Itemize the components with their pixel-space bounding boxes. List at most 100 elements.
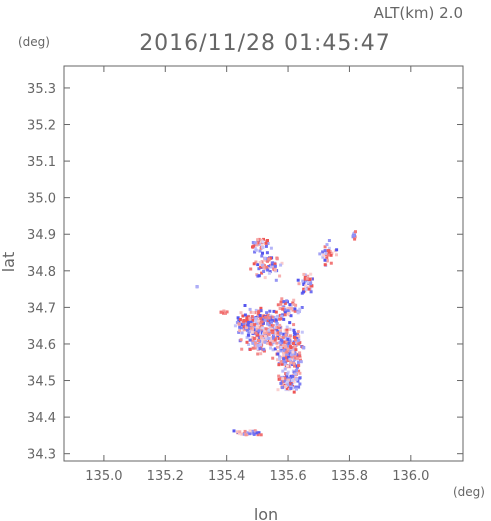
data-cell <box>245 328 249 332</box>
data-cell <box>285 299 289 303</box>
data-cell <box>286 306 290 310</box>
data-cell <box>239 311 243 315</box>
data-cell <box>289 345 292 349</box>
data-cell <box>285 375 289 379</box>
data-cell <box>279 349 283 353</box>
data-cell <box>275 345 279 349</box>
data-cell <box>261 318 265 322</box>
data-cell <box>266 268 270 272</box>
data-cell <box>283 340 286 344</box>
data-cell <box>288 338 291 342</box>
data-cell <box>240 331 244 335</box>
data-cell <box>258 314 262 317</box>
data-cell <box>290 307 293 311</box>
data-cell <box>281 380 285 384</box>
data-cell <box>271 356 275 360</box>
data-cell <box>279 329 283 333</box>
data-cell <box>219 310 223 314</box>
data-cell <box>267 316 271 320</box>
data-cell <box>256 352 260 356</box>
data-cell <box>303 276 307 279</box>
data-cell <box>276 352 280 356</box>
data-cell <box>242 324 246 328</box>
data-cell <box>280 339 284 343</box>
data-cell <box>323 263 327 267</box>
data-cell <box>288 382 292 386</box>
data-cell <box>293 364 296 368</box>
data-cell <box>284 385 288 388</box>
data-cell <box>283 362 287 366</box>
data-cell <box>259 263 263 266</box>
data-cell <box>265 316 269 320</box>
data-cell <box>283 301 287 305</box>
data-cell <box>288 303 292 307</box>
data-cell <box>307 285 311 289</box>
data-cell <box>276 337 280 341</box>
x-unit-label: (deg) <box>453 485 485 499</box>
data-cell <box>275 257 279 261</box>
y-tick-label: 35.1 <box>27 155 56 170</box>
data-cell <box>244 433 248 437</box>
data-cell <box>289 347 293 351</box>
data-cell <box>257 431 261 435</box>
data-cell <box>290 357 294 361</box>
data-cell <box>252 337 256 340</box>
data-cell <box>255 324 259 328</box>
data-cell <box>310 284 314 288</box>
data-cell <box>251 318 255 322</box>
data-cell <box>282 360 286 364</box>
data-cell <box>262 265 266 269</box>
data-cell <box>239 338 243 342</box>
data-cell <box>285 356 288 360</box>
data-cell <box>256 343 260 347</box>
data-cell <box>298 356 302 359</box>
data-cell <box>265 311 269 315</box>
data-cell <box>309 290 313 294</box>
data-cell <box>260 254 264 258</box>
data-cell <box>258 321 262 325</box>
data-cell <box>271 339 275 343</box>
data-cell <box>248 348 252 351</box>
data-cell <box>256 314 260 318</box>
data-cell <box>327 239 331 242</box>
data-cell <box>264 327 268 331</box>
x-tick-label: 136.0 <box>392 469 429 484</box>
data-cell <box>267 265 271 268</box>
data-cell <box>276 358 280 362</box>
data-cell <box>266 322 270 326</box>
x-tick-label: 135.0 <box>85 469 122 484</box>
data-cell <box>243 429 247 433</box>
x-axis-label: lon <box>254 505 278 521</box>
data-cell <box>294 372 298 376</box>
x-tick-label: 135.8 <box>331 469 368 484</box>
data-cell <box>260 320 264 324</box>
data-cell <box>278 307 282 310</box>
data-cell <box>285 364 289 368</box>
data-cell <box>275 322 279 326</box>
data-cell <box>288 321 292 325</box>
data-cell <box>256 326 259 330</box>
data-cell <box>266 242 270 245</box>
data-cell <box>276 303 280 307</box>
data-cell <box>267 332 271 336</box>
data-cell <box>259 433 263 437</box>
data-cell <box>272 335 275 339</box>
y-tick-label: 35.0 <box>27 192 56 207</box>
data-cell <box>298 382 302 386</box>
data-cell <box>292 302 296 306</box>
data-cell <box>287 328 291 331</box>
data-cell <box>303 277 307 281</box>
data-cell <box>248 317 252 321</box>
data-cell <box>254 346 258 350</box>
data-cell <box>284 338 288 342</box>
data-cell <box>256 241 260 245</box>
data-cell <box>262 270 266 273</box>
plot-frame <box>63 65 464 462</box>
data-cell <box>276 314 279 318</box>
chart-title: 2016/11/28 01:45:47 <box>139 31 391 56</box>
data-cell <box>283 350 287 354</box>
data-cell <box>238 325 242 329</box>
data-cell <box>325 256 329 260</box>
data-cell <box>294 385 298 389</box>
data-cell <box>250 330 254 334</box>
